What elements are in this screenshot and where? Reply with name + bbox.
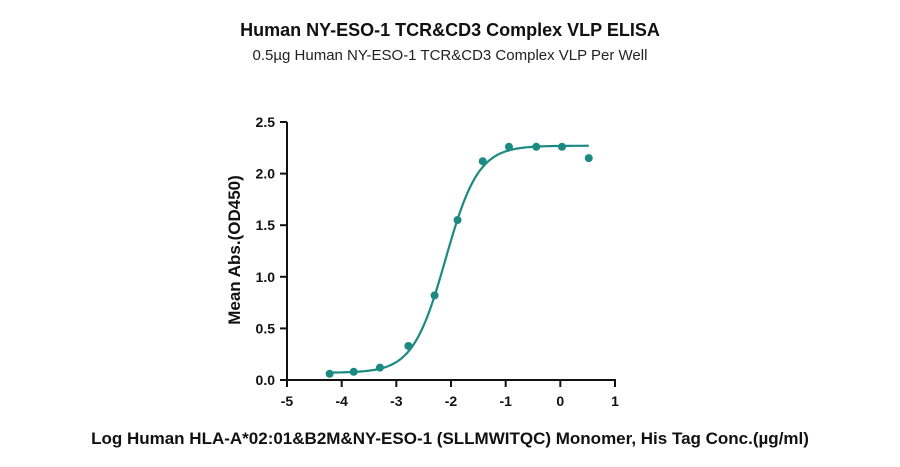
data-point xyxy=(532,142,541,151)
y-tick-label: 2.0 xyxy=(256,166,276,182)
chart-subtitle: 0.5µg Human NY-ESO-1 TCR&CD3 Complex VLP… xyxy=(252,47,648,64)
data-point xyxy=(557,142,566,151)
y-tick-label: 0.5 xyxy=(256,320,276,336)
y-tick-label: 1.0 xyxy=(256,269,276,285)
y-tick-label: 0.0 xyxy=(256,372,276,388)
axes xyxy=(286,122,616,381)
data-point xyxy=(404,341,413,350)
data-point xyxy=(504,142,513,151)
y-tick-label: 2.5 xyxy=(256,114,276,130)
data-point xyxy=(375,363,384,372)
x-tick-label: 1 xyxy=(611,393,619,409)
x-tick-label: -3 xyxy=(390,393,403,409)
x-tick-label: -1 xyxy=(499,393,512,409)
chart-title: Human NY-ESO-1 TCR&CD3 Complex VLP ELISA xyxy=(240,20,660,40)
data-points xyxy=(325,142,593,378)
x-tick-label: -2 xyxy=(445,393,458,409)
fit-curve xyxy=(329,144,589,374)
ticks: -5 -4 -3 -2 -1 0 1 0.0 0.5 1.0 1.5 2.0 2.5 xyxy=(256,114,620,409)
data-point xyxy=(325,369,334,378)
x-axis-label: Log Human HLA-A*02:01&B2M&NY-ESO-1 (SLLM… xyxy=(91,429,809,448)
data-point xyxy=(430,291,439,300)
x-tick-label: 0 xyxy=(556,393,564,409)
x-tick-label: -4 xyxy=(335,393,348,409)
data-point xyxy=(453,216,462,225)
data-point xyxy=(349,367,358,376)
x-tick-label: -5 xyxy=(281,393,294,409)
data-point xyxy=(478,157,487,166)
data-point xyxy=(584,154,593,163)
y-axis-label: Mean Abs.(OD450) xyxy=(225,175,244,325)
y-tick-label: 1.5 xyxy=(256,217,276,233)
